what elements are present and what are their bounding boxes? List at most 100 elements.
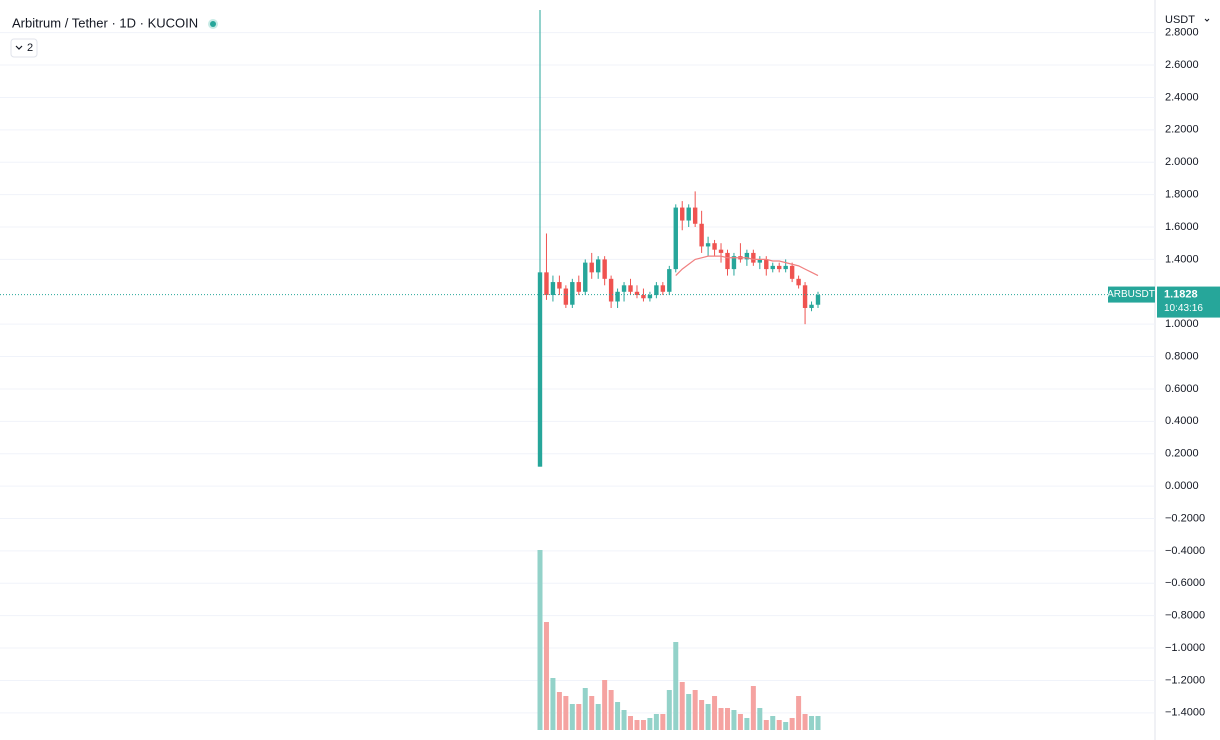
indicator-toggle[interactable] (10, 38, 38, 58)
candle-body (628, 285, 633, 292)
candle-body (673, 207, 678, 270)
candle-body (634, 291, 640, 296)
volume-bar (563, 696, 569, 730)
candle-body (802, 285, 808, 308)
y-tick-label: 2.8000 (1165, 27, 1199, 39)
volume-bar (653, 714, 659, 730)
chevron-icon (1204, 18, 1210, 22)
candle-body (718, 249, 724, 253)
chevron-icon (15, 45, 23, 50)
candle-body (615, 291, 620, 302)
candle-body (705, 243, 711, 247)
y-tick-label: 0.8000 (1165, 350, 1199, 362)
candle-body (764, 259, 769, 270)
symbol-tag (1108, 286, 1155, 303)
candle-body (731, 256, 737, 270)
volume-bar (705, 704, 711, 730)
volume-bar (789, 718, 795, 730)
candle-body (770, 265, 775, 270)
volume-bar (595, 704, 601, 730)
candle-body (667, 269, 672, 292)
candle-body (608, 278, 614, 302)
volume-bar (569, 704, 575, 730)
candle-body (641, 295, 646, 299)
volume-bar (602, 680, 608, 730)
y-tick-label: 1.6000 (1165, 221, 1199, 233)
countdown: 10:43:16 (1164, 303, 1203, 314)
candle-body (725, 252, 730, 270)
y-tick-label: −1.2000 (1165, 674, 1205, 686)
candle-body (595, 259, 601, 273)
candle-body (557, 282, 562, 289)
candle-body (589, 262, 594, 273)
y-tick-label: 0.0000 (1165, 480, 1199, 492)
candle-body (783, 265, 788, 270)
candle-body (654, 285, 659, 296)
currency-selector[interactable]: USDT (1165, 14, 1195, 26)
candle-body (570, 282, 575, 305)
symbol-label: ARBUSDT (1107, 289, 1155, 300)
volume-bar (757, 708, 763, 730)
y-tick-label: 2.2000 (1165, 124, 1199, 136)
chart-title: Arbitrum / Tether · 1D · KUCOIN (12, 15, 198, 30)
volume-bar (589, 696, 595, 730)
y-tick-label: 2.0000 (1165, 156, 1199, 168)
volume-bar (783, 722, 789, 730)
status-dot (210, 21, 216, 27)
volume-bar (621, 710, 627, 730)
volume-bar (543, 622, 549, 730)
candle-body (686, 207, 691, 221)
candle-body (809, 304, 814, 308)
candle-body (621, 285, 627, 292)
y-tick-label: −0.6000 (1165, 577, 1205, 589)
candle-body (777, 265, 782, 270)
volume-bar (692, 690, 698, 730)
volume-bar (750, 686, 756, 730)
indicator-count[interactable]: 2 (27, 42, 33, 54)
volume-bar (763, 720, 769, 730)
volume-bar (537, 550, 543, 730)
price-tag (1157, 286, 1220, 318)
volume-bar (556, 692, 562, 730)
candle-body (699, 223, 704, 247)
y-tick-label: 2.6000 (1165, 59, 1199, 71)
candle-body (550, 282, 556, 296)
candle-body (544, 272, 549, 296)
volume-bar (634, 720, 640, 730)
candle-body (680, 207, 685, 221)
candle-body (576, 282, 581, 292)
candle-body (647, 295, 653, 299)
y-tick-label: −0.4000 (1165, 545, 1205, 557)
volume-bar (770, 716, 776, 730)
y-tick-label: −1.4000 (1165, 707, 1205, 719)
candle-body (537, 272, 543, 467)
candle-body (602, 259, 607, 279)
y-tick-label: −1.0000 (1165, 642, 1205, 654)
volume-bar (660, 714, 666, 730)
y-tick-label: −0.8000 (1165, 610, 1205, 622)
candle-body (692, 207, 698, 224)
candle-body (815, 295, 821, 305)
volume-bar (699, 700, 705, 730)
volume-bar (731, 710, 737, 730)
volume-bar (628, 716, 634, 730)
volume-bar (647, 718, 653, 730)
volume-bar (815, 716, 821, 730)
volume-bar (550, 678, 556, 730)
y-tick-label: 0.6000 (1165, 383, 1199, 395)
last-price-label: 1.1828 (1164, 288, 1198, 300)
candle-body (660, 285, 666, 292)
y-tick-label: 0.2000 (1165, 448, 1199, 460)
volume-bar (666, 690, 672, 730)
volume-bar (718, 708, 724, 730)
candle-body (744, 252, 750, 260)
y-tick-label: 1.0000 (1165, 318, 1199, 330)
volume-bar (776, 720, 782, 730)
volume-bar (673, 642, 679, 730)
volume-bar (737, 714, 743, 730)
candle-body (789, 265, 795, 279)
candle-body (563, 288, 569, 305)
candle-body (583, 262, 588, 292)
